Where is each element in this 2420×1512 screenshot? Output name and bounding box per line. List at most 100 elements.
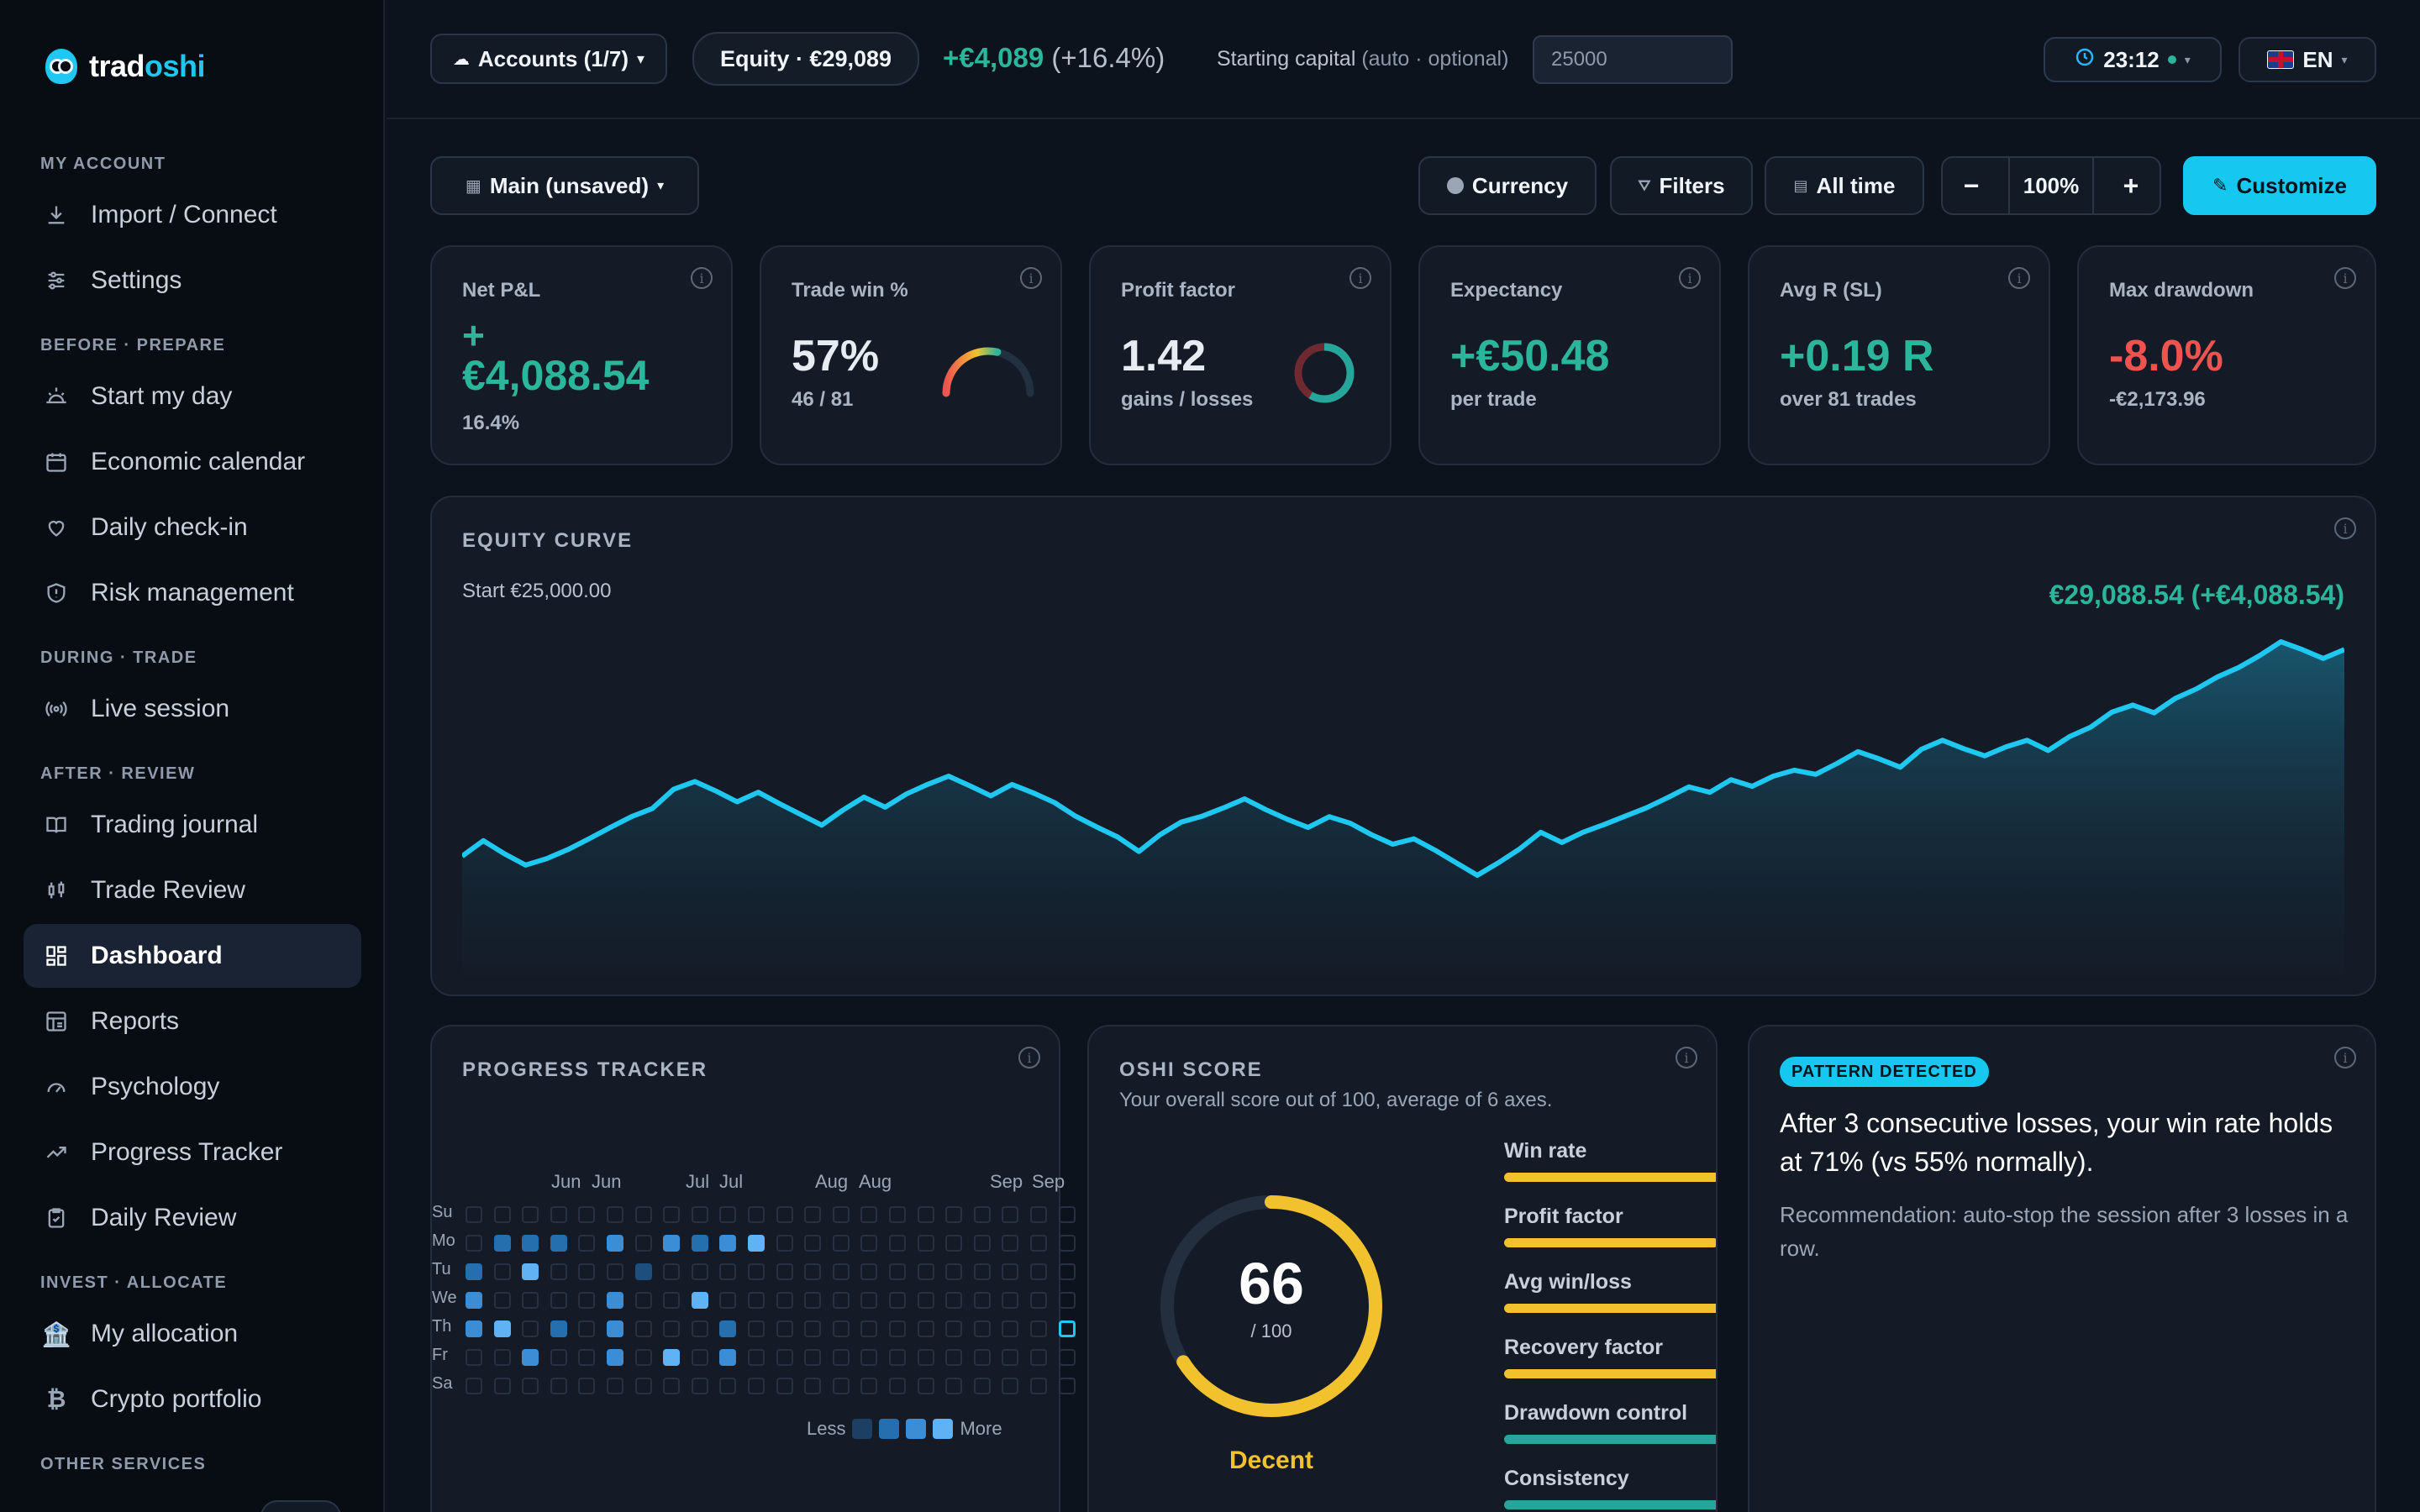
heatmap-cell[interactable]	[945, 1206, 963, 1223]
sidebar-item-settings[interactable]: Settings	[24, 249, 361, 312]
heatmap-cell[interactable]	[1030, 1292, 1047, 1309]
heatmap-cell[interactable]	[719, 1349, 737, 1366]
heatmap-cell[interactable]	[748, 1378, 765, 1394]
heatmap-cell[interactable]	[634, 1206, 652, 1223]
heatmap-cell[interactable]	[917, 1349, 934, 1366]
heatmap-cell[interactable]	[719, 1235, 737, 1252]
sidebar-item-dashboard[interactable]: Dashboard	[24, 924, 361, 988]
heatmap-cell[interactable]	[776, 1320, 793, 1337]
heatmap-cell[interactable]	[776, 1292, 793, 1309]
sidebar-item-trade-review[interactable]: Trade Review	[24, 858, 361, 922]
heatmap-cell[interactable]	[607, 1292, 623, 1309]
heatmap-cell[interactable]	[663, 1292, 681, 1309]
heatmap-cell[interactable]	[578, 1292, 596, 1309]
zoom-out-button[interactable]: −	[1963, 170, 1980, 201]
heatmap-cell[interactable]	[1058, 1263, 1076, 1280]
heatmap-cell[interactable]	[973, 1349, 991, 1366]
heatmap-cell[interactable]	[1030, 1263, 1047, 1280]
sidebar-item-reports[interactable]: Reports	[24, 990, 361, 1053]
heatmap-cell[interactable]	[832, 1349, 850, 1366]
heatmap-cell[interactable]	[466, 1206, 482, 1223]
heatmap-cell[interactable]	[804, 1320, 822, 1337]
heatmap-cell[interactable]	[973, 1292, 991, 1309]
heatmap-cell[interactable]	[945, 1378, 963, 1394]
heatmap-cell[interactable]	[1002, 1349, 1019, 1366]
clock-widget[interactable]: 23:12 ▾	[2044, 37, 2222, 82]
heatmap-cell[interactable]	[776, 1263, 793, 1280]
heatmap-cell[interactable]	[522, 1292, 539, 1309]
heatmap-cell[interactable]	[1030, 1235, 1047, 1252]
heatmap-cell[interactable]	[719, 1378, 737, 1394]
heatmap-cell[interactable]	[889, 1263, 906, 1280]
heatmap-cell[interactable]	[945, 1235, 963, 1252]
heatmap-cell[interactable]	[776, 1206, 793, 1223]
heatmap-cell[interactable]	[466, 1263, 482, 1280]
heatmap-cell[interactable]	[578, 1320, 596, 1337]
info-icon[interactable]: i	[2008, 267, 2030, 289]
heatmap-cell[interactable]	[832, 1263, 850, 1280]
heatmap-cell[interactable]	[493, 1263, 511, 1280]
heatmap-cell[interactable]	[917, 1235, 934, 1252]
heatmap-cell[interactable]	[804, 1349, 822, 1366]
filters-button[interactable]: ⛛ Filters	[1610, 156, 1753, 215]
heatmap-cell[interactable]	[1058, 1292, 1076, 1309]
heatmap-cell[interactable]	[1002, 1206, 1019, 1223]
heatmap-cell[interactable]	[917, 1378, 934, 1394]
heatmap-cell[interactable]	[466, 1292, 482, 1309]
info-icon[interactable]: i	[2334, 267, 2356, 289]
heatmap-cell[interactable]	[973, 1235, 991, 1252]
heatmap-cell[interactable]	[719, 1206, 737, 1223]
heatmap-cell[interactable]	[776, 1378, 793, 1394]
sidebar-item-daily-check-in[interactable]: Daily check-in	[24, 496, 361, 559]
heatmap-cell[interactable]	[860, 1235, 878, 1252]
heatmap-cell[interactable]	[663, 1378, 681, 1394]
heatmap-cell[interactable]	[1002, 1263, 1019, 1280]
heatmap-cell[interactable]	[945, 1263, 963, 1280]
heatmap-cell[interactable]	[973, 1263, 991, 1280]
heatmap-cell[interactable]	[607, 1206, 623, 1223]
info-icon[interactable]: i	[1018, 1047, 1040, 1068]
heatmap-cell[interactable]	[860, 1320, 878, 1337]
sidebar-item-live-session[interactable]: Live session	[24, 677, 361, 741]
heatmap-cell[interactable]	[1030, 1206, 1047, 1223]
heatmap-cell[interactable]	[748, 1349, 765, 1366]
heatmap-cell[interactable]	[860, 1263, 878, 1280]
heatmap-cell[interactable]	[522, 1320, 539, 1337]
sidebar-item-psychology[interactable]: Psychology	[24, 1055, 361, 1119]
heatmap-cell[interactable]	[578, 1206, 596, 1223]
info-icon[interactable]: i	[2334, 517, 2356, 539]
heatmap-cell[interactable]	[748, 1320, 765, 1337]
starting-capital-input[interactable]: 25000	[1533, 35, 1733, 84]
heatmap-cell[interactable]	[578, 1349, 596, 1366]
layout-dropdown[interactable]: ▦ Main (unsaved) ▾	[430, 156, 699, 215]
heatmap-cell[interactable]	[917, 1263, 934, 1280]
heatmap-cell[interactable]	[945, 1349, 963, 1366]
sidebar-item-progress-tracker[interactable]: Progress Tracker	[24, 1121, 361, 1184]
heatmap-cell[interactable]	[1030, 1378, 1047, 1394]
heatmap-cell[interactable]	[493, 1378, 511, 1394]
heatmap-cell[interactable]	[466, 1349, 482, 1366]
heatmap-cell[interactable]	[1002, 1292, 1019, 1309]
heatmap-cell[interactable]	[1002, 1235, 1019, 1252]
heatmap-cell[interactable]	[1002, 1378, 1019, 1394]
heatmap-cell[interactable]	[889, 1320, 906, 1337]
heatmap-cell[interactable]	[945, 1320, 963, 1337]
heatmap-cell[interactable]	[804, 1206, 822, 1223]
heatmap-cell[interactable]	[550, 1320, 567, 1337]
heatmap-cell[interactable]	[1058, 1349, 1076, 1366]
heatmap-cell[interactable]	[1058, 1235, 1076, 1252]
info-icon[interactable]: i	[691, 267, 713, 289]
sidebar-item-risk-management[interactable]: Risk management	[24, 561, 361, 625]
heatmap-cell[interactable]	[832, 1378, 850, 1394]
heatmap-cell[interactable]	[550, 1349, 567, 1366]
heatmap-cell[interactable]	[889, 1235, 906, 1252]
heatmap-cell[interactable]	[663, 1206, 681, 1223]
heatmap-cell[interactable]	[607, 1349, 623, 1366]
heatmap-cell[interactable]	[860, 1206, 878, 1223]
sidebar-item-import[interactable]: Import / Connect	[24, 183, 361, 247]
heatmap-cell[interactable]	[634, 1263, 652, 1280]
heatmap-cell[interactable]	[634, 1349, 652, 1366]
heatmap-cell[interactable]	[691, 1292, 708, 1309]
heatmap-cell[interactable]	[663, 1320, 681, 1337]
heatmap-cell[interactable]	[691, 1206, 708, 1223]
